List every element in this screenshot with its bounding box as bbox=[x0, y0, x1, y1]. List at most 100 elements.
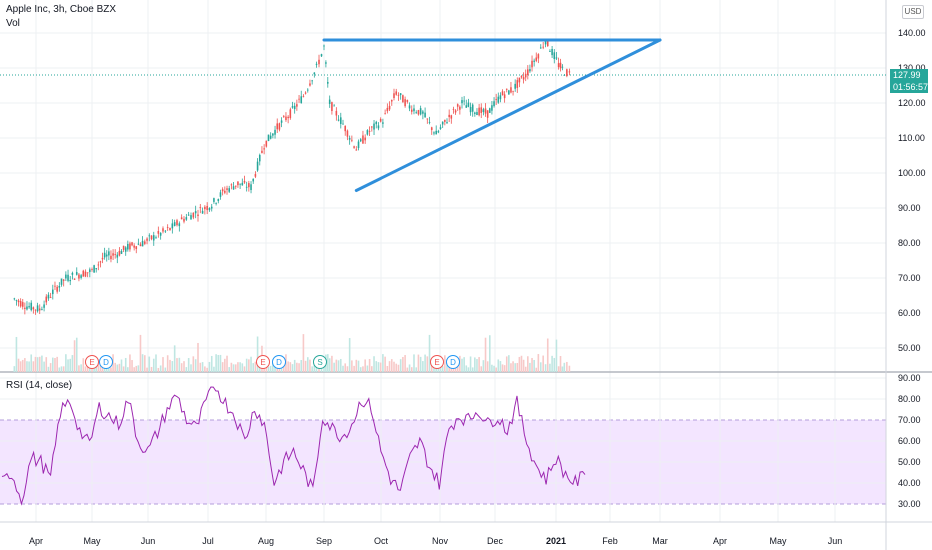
volume-bar bbox=[419, 356, 422, 372]
candle bbox=[173, 219, 176, 227]
candle-body bbox=[474, 112, 476, 114]
candle-body bbox=[465, 105, 468, 108]
candle bbox=[315, 61, 318, 68]
candle bbox=[265, 140, 268, 148]
candle-body bbox=[426, 118, 429, 120]
candle-body bbox=[433, 132, 435, 134]
candle-body bbox=[263, 148, 265, 150]
event-marker-E[interactable]: E bbox=[85, 355, 99, 369]
candle-body bbox=[348, 137, 351, 140]
candle bbox=[531, 55, 533, 72]
bar-countdown-tag: 01:56:57 bbox=[890, 81, 928, 93]
candle-body bbox=[84, 271, 87, 277]
event-label: E bbox=[89, 358, 94, 367]
volume-bar bbox=[499, 361, 502, 372]
candle-body bbox=[300, 96, 303, 104]
candle-body bbox=[359, 139, 362, 142]
volume-bar bbox=[230, 362, 233, 372]
candle-body bbox=[351, 139, 353, 141]
volume-bar bbox=[197, 342, 199, 372]
candle bbox=[276, 118, 279, 134]
candle-body bbox=[239, 183, 241, 185]
candle bbox=[241, 178, 244, 186]
volume-bar bbox=[144, 355, 146, 372]
candle-body bbox=[199, 207, 202, 209]
candle bbox=[362, 130, 364, 144]
time-tick-label: Oct bbox=[374, 536, 389, 546]
event-marker-E[interactable]: E bbox=[256, 355, 270, 369]
candle-body bbox=[80, 275, 82, 278]
candle bbox=[486, 110, 489, 124]
candle-body bbox=[448, 114, 450, 118]
candle bbox=[278, 122, 281, 132]
event-marker-D[interactable]: D bbox=[99, 355, 113, 369]
candle-body bbox=[124, 247, 127, 252]
volume-bar bbox=[426, 356, 429, 372]
candle bbox=[501, 89, 504, 96]
event-circle bbox=[446, 355, 460, 369]
volume-bar bbox=[78, 365, 80, 372]
candle-body bbox=[342, 123, 344, 125]
candle-body bbox=[549, 50, 551, 52]
candle-body bbox=[452, 108, 455, 110]
candle-body bbox=[503, 94, 506, 99]
event-marker-D[interactable]: D bbox=[446, 355, 460, 369]
candle bbox=[45, 294, 48, 306]
event-circle bbox=[272, 355, 286, 369]
volume-bar bbox=[62, 366, 65, 372]
candle-body bbox=[141, 240, 144, 247]
candle bbox=[197, 209, 199, 222]
candle bbox=[267, 134, 270, 142]
candle bbox=[493, 97, 495, 108]
candle bbox=[139, 242, 142, 247]
candle bbox=[91, 267, 93, 272]
candle-body bbox=[137, 243, 140, 245]
candle-body bbox=[366, 130, 369, 135]
candle-body bbox=[510, 87, 512, 93]
candle-body bbox=[335, 110, 338, 116]
event-marker-D[interactable]: D bbox=[272, 355, 286, 369]
event-marker-S[interactable]: S bbox=[313, 355, 327, 369]
volume-bar bbox=[491, 364, 493, 372]
currency-button[interactable]: USD bbox=[902, 5, 924, 19]
volume-bar bbox=[112, 354, 114, 372]
candle bbox=[141, 236, 144, 247]
candle bbox=[410, 105, 413, 115]
candle bbox=[69, 276, 72, 286]
candle bbox=[373, 120, 375, 135]
candle bbox=[406, 99, 409, 104]
candle bbox=[505, 88, 508, 93]
rsi-tick-label: 70.00 bbox=[898, 415, 921, 425]
volume-bar bbox=[537, 354, 540, 372]
volume-bar bbox=[148, 356, 151, 372]
volume-bar bbox=[116, 364, 119, 372]
event-marker-E[interactable]: E bbox=[430, 355, 444, 369]
volume-bar bbox=[546, 338, 549, 372]
candle bbox=[535, 52, 538, 63]
candle-body bbox=[243, 181, 246, 183]
candle-body bbox=[546, 39, 549, 47]
candle-body bbox=[91, 269, 93, 270]
candle bbox=[150, 235, 153, 241]
candle-body bbox=[508, 90, 510, 95]
candle-body bbox=[311, 80, 313, 82]
volume-bar bbox=[226, 355, 228, 372]
candle-body bbox=[557, 63, 560, 68]
candle-body bbox=[377, 125, 380, 129]
candle-body bbox=[114, 254, 116, 255]
candle bbox=[382, 118, 384, 128]
candle bbox=[148, 233, 151, 242]
candle-body bbox=[561, 66, 564, 68]
volume-bar bbox=[250, 356, 252, 372]
volume-bar bbox=[323, 366, 325, 372]
time-tick-label: Aug bbox=[258, 536, 274, 546]
volume-bar bbox=[71, 355, 74, 372]
volume-bar bbox=[164, 367, 167, 372]
candle-body bbox=[406, 100, 409, 102]
candle-body bbox=[512, 90, 514, 92]
candle bbox=[537, 53, 540, 64]
candle bbox=[430, 126, 433, 135]
volume-bar bbox=[555, 339, 558, 372]
volume-bar bbox=[516, 362, 519, 372]
